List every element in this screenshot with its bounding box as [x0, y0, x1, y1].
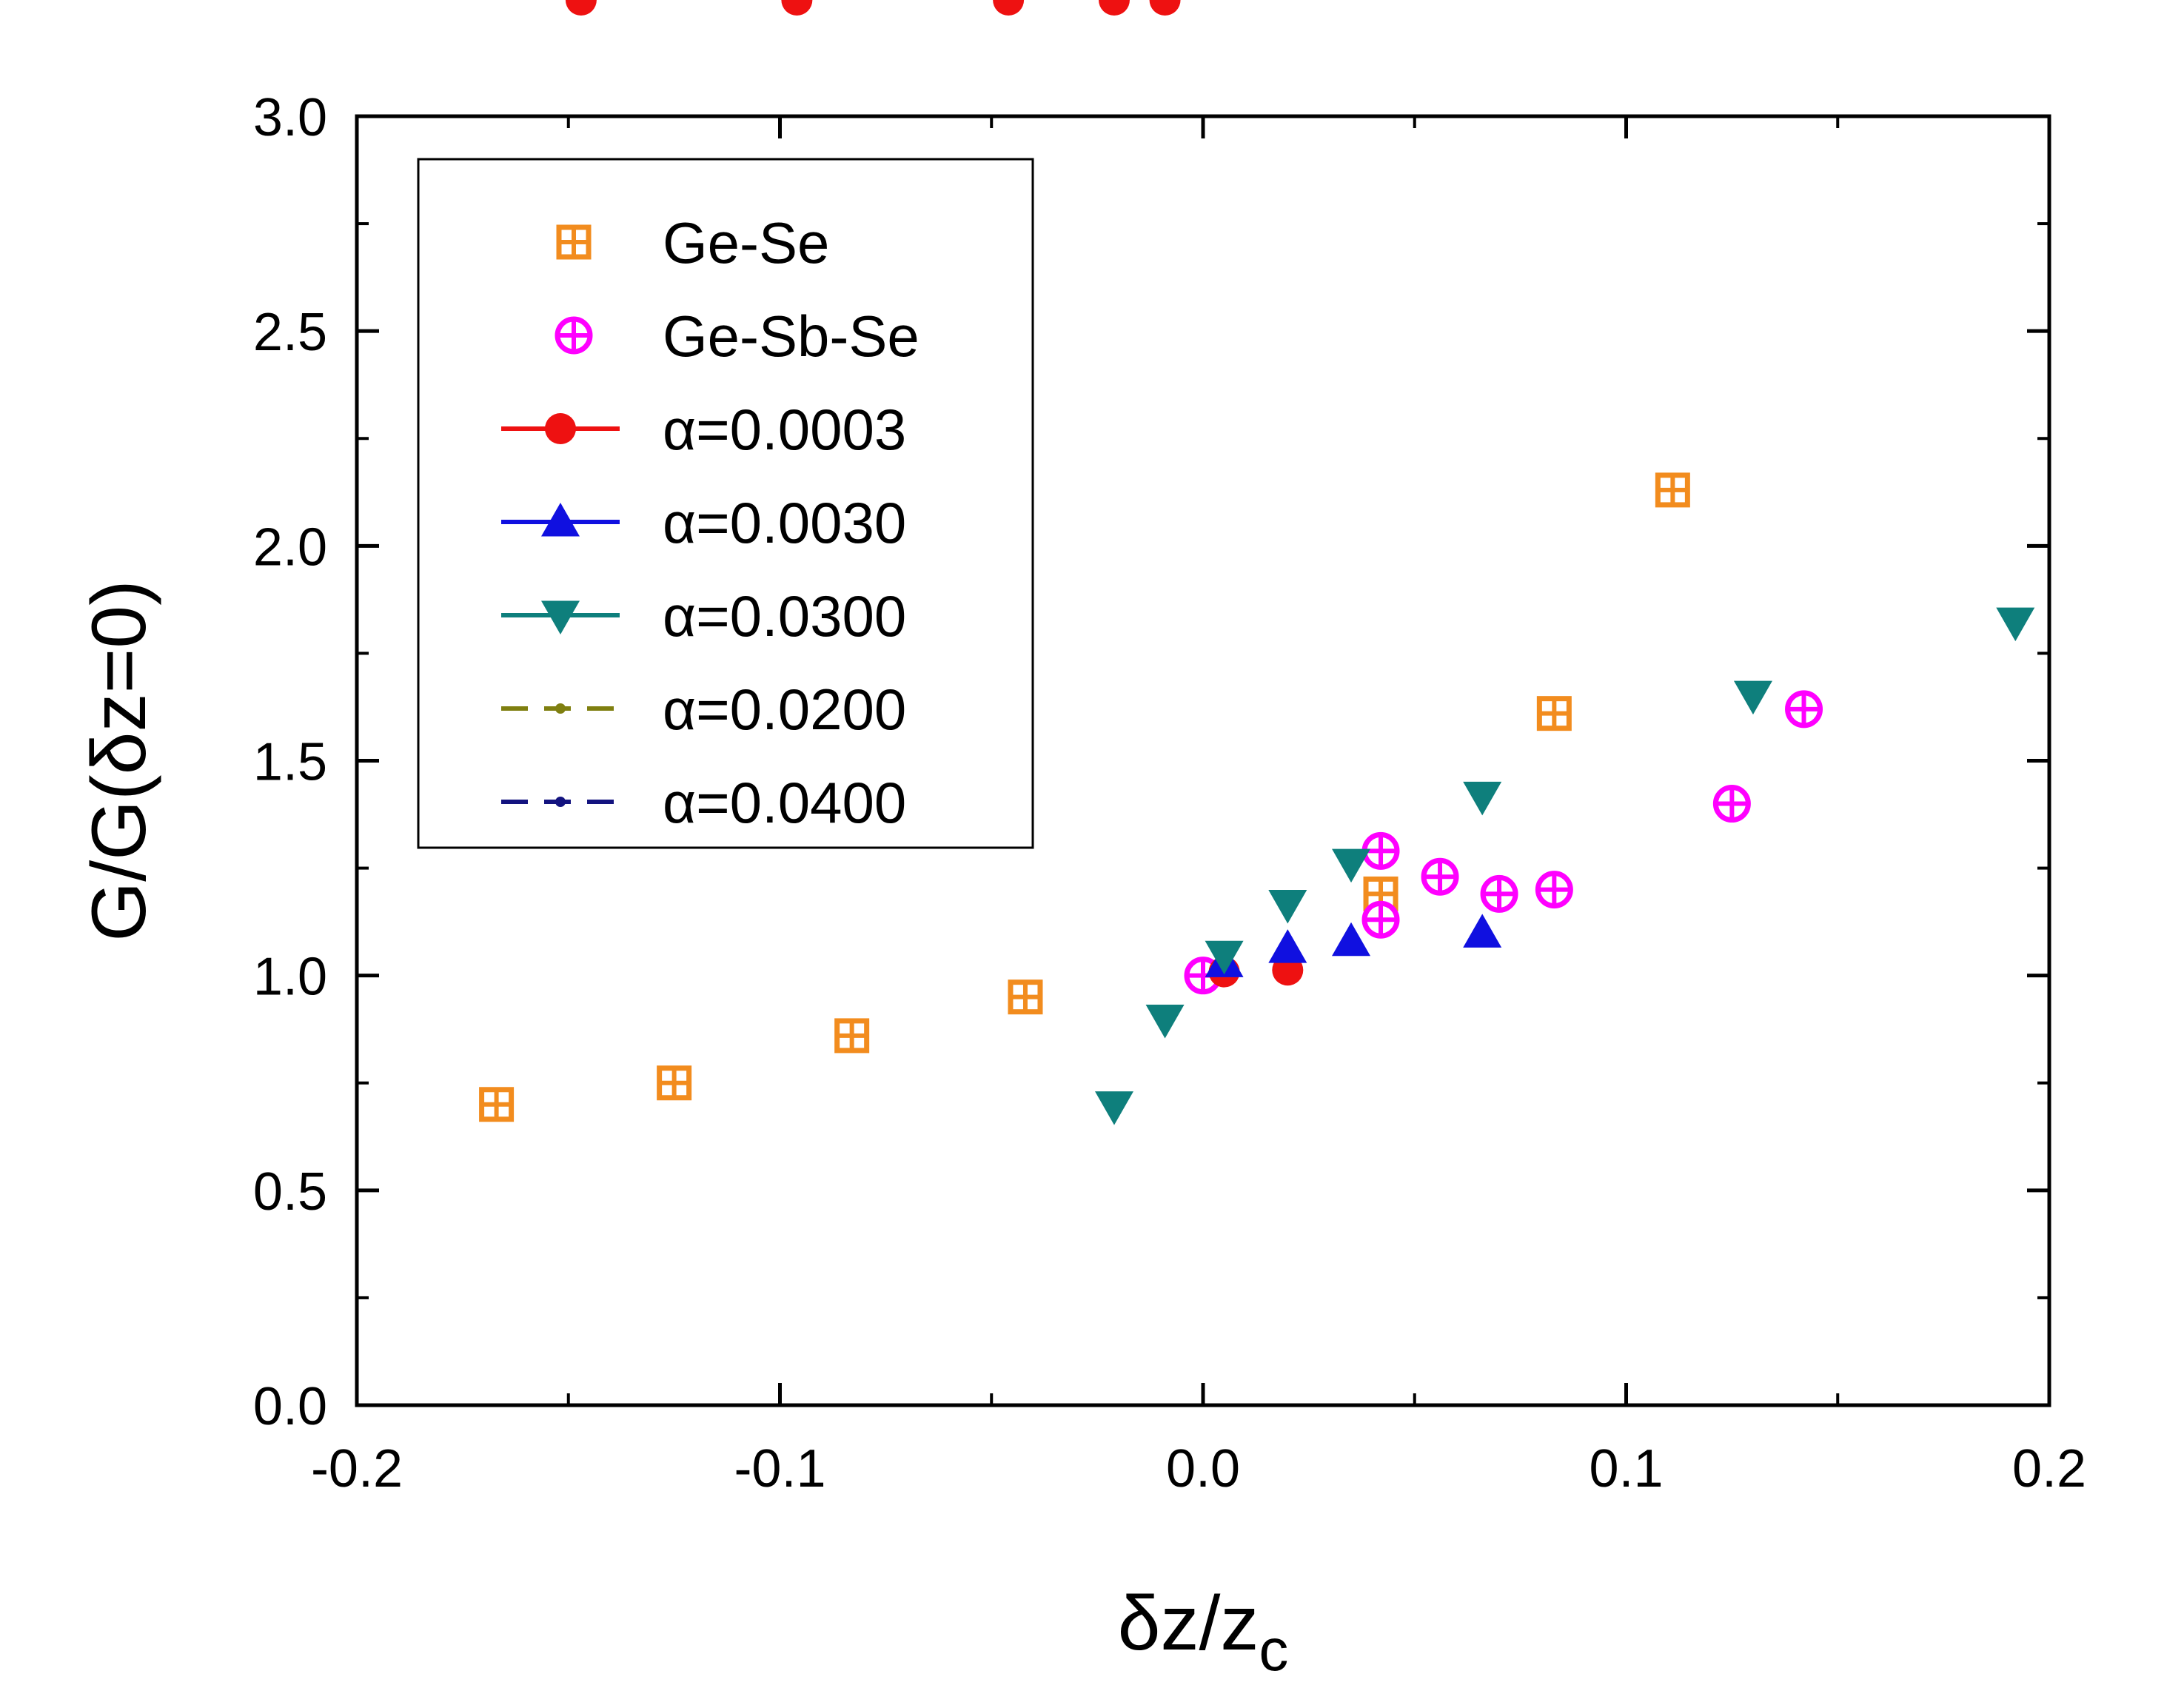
ticks-layer: -0.2 -0.1 0.0 0.1 0.2 0.0 0.5 1.0 1.5 2.0 2.5 3.0 [253, 88, 2086, 1498]
legend-label: α=0.0030 [663, 490, 906, 555]
series-3-marker [1332, 922, 1371, 957]
y-tick-label: 1.5 [253, 733, 327, 792]
series-1-point [1421, 857, 1459, 896]
series-1-point [1361, 831, 1400, 870]
legend-label: Ge-Se [663, 210, 829, 275]
legend-swatch-marker [541, 503, 580, 537]
series-2-marker [1149, 0, 1181, 16]
series-4-marker [1332, 848, 1371, 883]
series-4-marker [1205, 940, 1244, 975]
legend-swatch-marker [555, 703, 566, 714]
y-tick-label: 0.0 [253, 1377, 327, 1436]
y-tick-label: 2.5 [253, 303, 327, 362]
y-tick-label: 3.0 [253, 88, 327, 147]
legend-swatch-marker [545, 413, 576, 444]
series-1-point [1535, 871, 1573, 909]
x-tick-label: 0.0 [1166, 1439, 1240, 1498]
legend-label: α=0.0300 [663, 583, 906, 649]
y-tick-label: 0.5 [253, 1162, 327, 1222]
series-0-point [1655, 472, 1690, 508]
series-0-point [834, 1018, 870, 1054]
x-tick-label: -0.1 [734, 1439, 825, 1498]
legend-label: Ge-Sb-Se [663, 304, 920, 369]
series-1-point [1712, 785, 1751, 823]
series-0-point [1536, 696, 1572, 731]
x-tick-label: -0.2 [311, 1439, 403, 1498]
y-tick-label: 2.0 [253, 518, 327, 577]
legend-swatch-marker [555, 316, 593, 355]
y-tick-label: 1.0 [253, 948, 327, 1007]
series-4-marker [1145, 1005, 1185, 1039]
x-tick-label: 0.2 [2012, 1439, 2086, 1498]
series-0-point [657, 1065, 692, 1101]
series-2-marker [781, 0, 813, 16]
series-1-point [1480, 874, 1518, 913]
legend-label: α=0.0200 [663, 677, 906, 742]
series-0-point [1008, 979, 1043, 1015]
series-4-marker [1733, 680, 1772, 715]
series-0-point [479, 1087, 515, 1122]
y-axis-title: G/G(δz=0) [76, 580, 162, 941]
series-2-marker [565, 0, 597, 16]
series-4-marker [1463, 781, 1502, 816]
legend-label: α=0.0400 [663, 770, 906, 835]
series-4-marker [1268, 890, 1307, 924]
x-axis-title: δz/zc [1118, 1581, 1289, 1683]
series-2-marker [993, 0, 1025, 16]
legend-swatch-marker [556, 224, 592, 260]
legend-swatch-marker [541, 600, 580, 634]
series-4-marker [1094, 1091, 1133, 1125]
legend: Ge-Se Ge-Sb-Se α=0.0003 α=0.0030 α=0.0300 α=0… [417, 158, 1034, 849]
legend-label: α=0.0003 [663, 397, 906, 462]
series-3-marker [1268, 929, 1307, 963]
series-4-marker [1996, 607, 2035, 642]
series-1-point [1785, 690, 1823, 729]
markers-layer [479, 0, 2035, 1125]
series-2-marker [1098, 0, 1130, 16]
x-tick-label: 0.1 [1589, 1439, 1663, 1498]
legend-swatch-marker [555, 797, 566, 807]
series-1-point [1361, 900, 1400, 939]
x-axis-title-subscript: c [1259, 1617, 1288, 1683]
series-3-marker [1463, 914, 1502, 948]
legend-box [417, 158, 1034, 849]
